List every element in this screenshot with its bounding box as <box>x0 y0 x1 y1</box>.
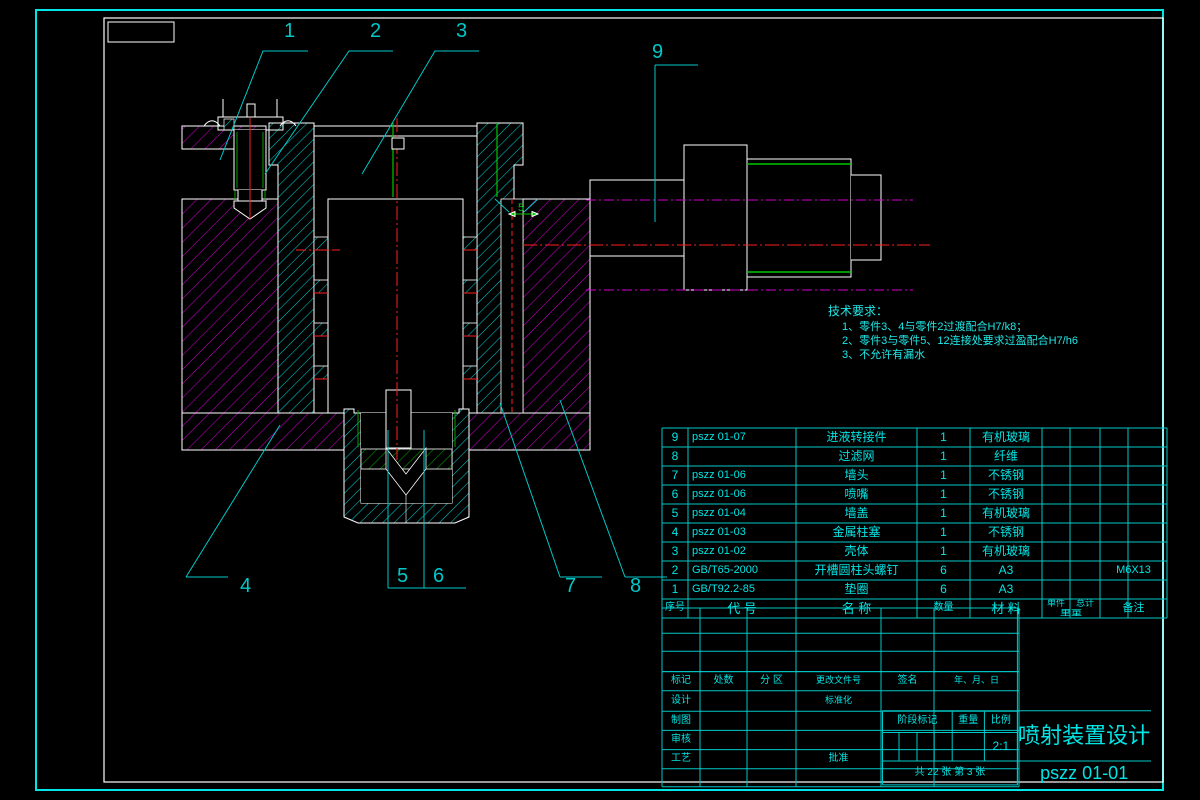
svg-text:1: 1 <box>284 20 295 42</box>
svg-text:6: 6 <box>433 565 444 587</box>
svg-text:5: 5 <box>518 202 524 214</box>
svg-text:3、不允许有漏水: 3、不允许有漏水 <box>842 347 925 361</box>
svg-text:1、零件3、4与零件2过渡配合H7/k8；: 1、零件3、4与零件2过渡配合H7/k8； <box>842 319 1027 333</box>
svg-text:4: 4 <box>240 575 251 597</box>
svg-text:7: 7 <box>565 575 576 597</box>
svg-text:技术要求：: 技术要求： <box>828 304 888 318</box>
svg-text:2: 2 <box>370 20 381 42</box>
svg-text:9: 9 <box>652 41 663 63</box>
svg-text:2、零件3与零件5、12连接处要求过盈配合H7/h6: 2、零件3与零件5、12连接处要求过盈配合H7/h6 <box>842 333 1078 347</box>
svg-text:8: 8 <box>630 575 641 597</box>
svg-text:5: 5 <box>397 565 408 587</box>
svg-text:3: 3 <box>456 20 467 42</box>
